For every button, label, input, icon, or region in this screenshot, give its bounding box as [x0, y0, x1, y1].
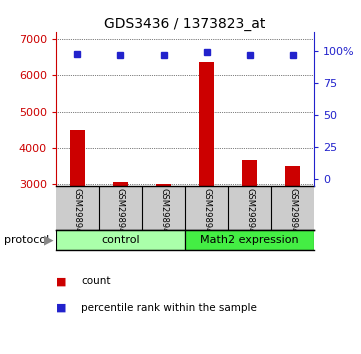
- Bar: [199, 62, 214, 186]
- Text: GSM298943: GSM298943: [159, 188, 168, 239]
- Text: percentile rank within the sample: percentile rank within the sample: [81, 303, 257, 313]
- Text: GSM298941: GSM298941: [73, 188, 82, 239]
- Bar: [70, 130, 85, 186]
- Text: ■: ■: [56, 303, 66, 313]
- Bar: [285, 166, 300, 186]
- Bar: [56, 230, 185, 250]
- Text: control: control: [101, 235, 140, 245]
- Text: count: count: [81, 276, 111, 286]
- Title: GDS3436 / 1373823_at: GDS3436 / 1373823_at: [104, 17, 266, 31]
- Bar: [185, 230, 314, 250]
- Text: GSM298946: GSM298946: [288, 188, 297, 239]
- Text: ■: ■: [56, 276, 66, 286]
- Bar: [156, 183, 171, 186]
- Text: ▶: ▶: [44, 233, 53, 246]
- Text: GSM298944: GSM298944: [202, 188, 211, 239]
- Text: GSM298942: GSM298942: [116, 188, 125, 239]
- Bar: [242, 160, 257, 186]
- Bar: [113, 182, 128, 186]
- Text: GSM298945: GSM298945: [245, 188, 254, 239]
- Text: Math2 expression: Math2 expression: [200, 235, 299, 245]
- Text: protocol: protocol: [4, 235, 49, 245]
